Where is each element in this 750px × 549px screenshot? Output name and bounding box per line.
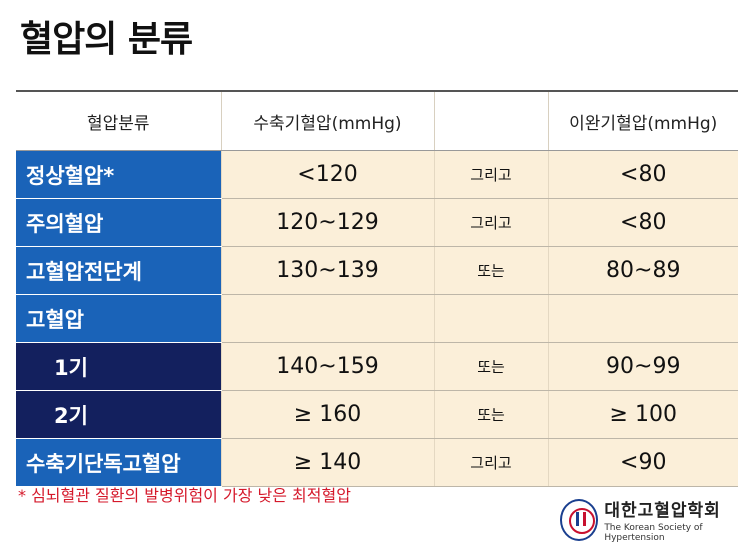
page-title: 혈압의 분류 (20, 19, 193, 60)
row-category: 1기 (16, 342, 221, 391)
row-conjunction: 그리고 (433, 198, 548, 247)
society-name-ko: 대한고혈압학회 (604, 501, 721, 521)
row-conjunction (433, 294, 548, 343)
row-diastolic: ≥ 100 (547, 390, 738, 439)
row-category: 정상혈압* (16, 150, 221, 199)
row-diastolic: <80 (547, 198, 738, 247)
header-diastolic: 이완기혈압(mmHg) (547, 92, 738, 151)
table-row: 1기 140~159 또는 90~99 (16, 342, 738, 391)
bp-classification-table: 혈압분류 수축기혈압(mmHg) 이완기혈압(mmHg) 정상혈압* <120 … (16, 90, 738, 487)
row-conjunction: 또는 (433, 246, 548, 295)
row-systolic: 120~129 (220, 198, 434, 247)
table-row: 수축기단독고혈압 ≥ 140 그리고 <90 (16, 438, 738, 487)
row-systolic: ≥ 140 (220, 438, 434, 487)
header-systolic: 수축기혈압(mmHg) (220, 92, 434, 151)
row-diastolic: 80~89 (547, 246, 738, 295)
row-category: 수축기단독고혈압 (16, 438, 221, 487)
row-systolic: 140~159 (220, 342, 434, 391)
table-row: 고혈압 (16, 294, 738, 343)
row-category: 고혈압전단계 (16, 246, 221, 295)
table-row: 2기 ≥ 160 또는 ≥ 100 (16, 390, 738, 439)
table-header-row: 혈압분류 수축기혈압(mmHg) 이완기혈압(mmHg) (16, 92, 738, 151)
row-systolic (220, 294, 434, 343)
row-diastolic (547, 294, 738, 343)
society-name-block: 대한고혈압학회 The Korean Society of Hypertensi… (604, 496, 750, 543)
row-conjunction: 또는 (433, 342, 548, 391)
row-category: 고혈압 (16, 294, 221, 343)
row-conjunction: 그리고 (433, 438, 548, 487)
society-name-en: The Korean Society of Hypertension (604, 523, 703, 543)
society-emblem-icon (560, 498, 599, 541)
row-diastolic: 90~99 (547, 342, 738, 391)
header-conjunction (433, 92, 548, 151)
table-row: 고혈압전단계 130~139 또는 80~89 (16, 246, 738, 295)
header-category: 혈압분류 (16, 92, 221, 151)
row-diastolic: <90 (547, 438, 738, 487)
footnote: * 심뇌혈관 질환의 발병위험이 가장 낮은 최적혈압 (18, 486, 351, 505)
row-systolic: <120 (220, 150, 434, 199)
row-category: 주의혈압 (16, 198, 221, 247)
table-row: 주의혈압 120~129 그리고 <80 (16, 198, 738, 247)
row-conjunction: 그리고 (433, 150, 548, 199)
row-conjunction: 또는 (433, 390, 548, 439)
table-row: 정상혈압* <120 그리고 <80 (16, 150, 738, 199)
row-diastolic: <80 (547, 150, 738, 199)
row-category: 2기 (16, 390, 221, 439)
row-systolic: ≥ 160 (220, 390, 434, 439)
row-systolic: 130~139 (220, 246, 434, 295)
society-logo: 대한고혈압학회 The Korean Society of Hypertensi… (560, 496, 750, 543)
